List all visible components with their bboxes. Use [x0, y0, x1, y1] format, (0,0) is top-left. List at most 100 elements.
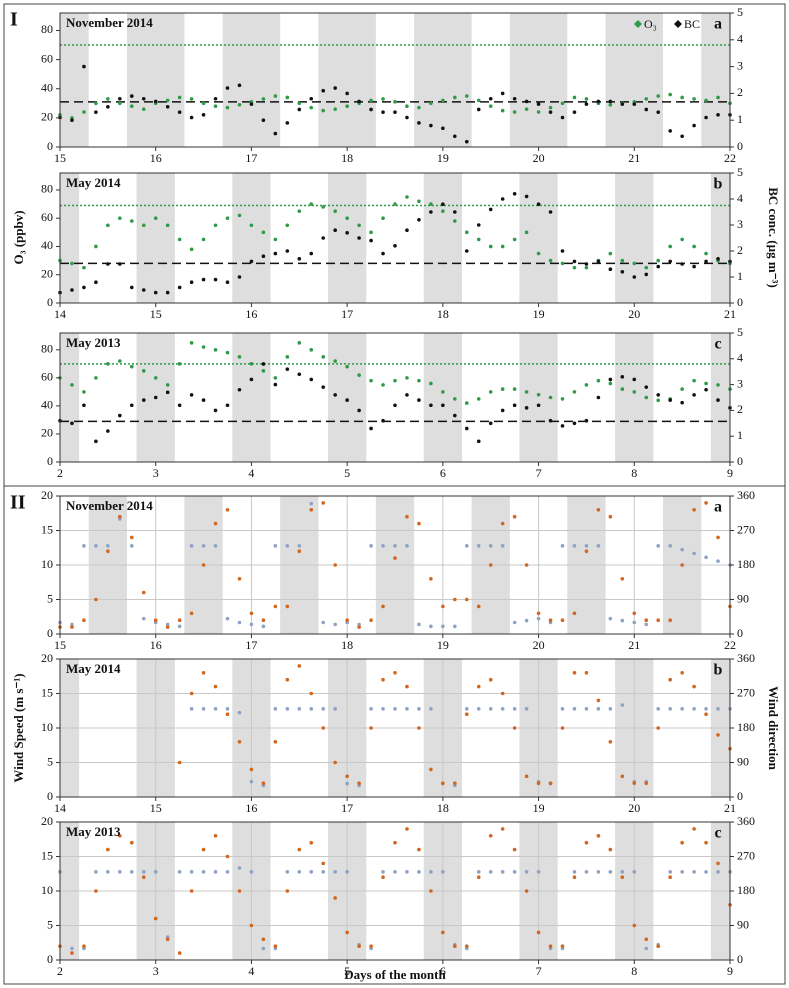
data-point: [500, 691, 505, 696]
data-point: [177, 624, 182, 629]
y-tick-label: 20: [41, 266, 53, 280]
data-point: [237, 866, 242, 870]
data-point: [393, 100, 397, 104]
data-point: [680, 387, 684, 391]
x-tick-label: 3: [153, 466, 159, 480]
data-point: [189, 280, 194, 285]
data-point: [106, 262, 110, 266]
data-point: [608, 707, 613, 711]
data-point: [704, 840, 708, 845]
y2-tick-label: 1: [737, 428, 743, 442]
data-point: [620, 258, 625, 263]
data-point: [369, 618, 373, 622]
panel-title: November 2014: [66, 15, 153, 30]
x-tick-label: 17: [245, 151, 257, 165]
data-point: [417, 707, 421, 711]
data-point: [177, 237, 182, 242]
panel-title: May 2013: [66, 824, 121, 839]
data-point: [560, 101, 565, 106]
data-point: [189, 889, 194, 893]
data-point: [405, 707, 409, 711]
data-point: [488, 390, 493, 394]
night-shading: [127, 13, 185, 147]
data-point: [70, 261, 74, 266]
data-point: [118, 262, 122, 266]
data-point: [261, 230, 266, 235]
data-point: [560, 397, 565, 401]
data-point: [656, 544, 661, 548]
night-shading: [222, 13, 281, 147]
data-point: [405, 827, 409, 831]
y2-tick-label: 5: [737, 5, 743, 19]
data-point: [560, 424, 565, 428]
data-point: [129, 285, 134, 290]
data-point: [237, 620, 242, 625]
data-point: [321, 501, 326, 505]
data-point: [153, 99, 158, 104]
y-tick-label: 20: [41, 110, 53, 124]
data-point: [429, 403, 433, 408]
data-point: [716, 559, 720, 563]
data-point: [82, 265, 86, 270]
data-point: [285, 223, 290, 228]
night-shading: [60, 333, 80, 462]
data-point: [441, 209, 445, 213]
x-axis-title: Days of the month: [344, 967, 446, 982]
data-point: [249, 611, 254, 616]
data-point: [273, 382, 278, 387]
data-point: [261, 937, 266, 942]
data-point: [297, 107, 302, 112]
y2-tick-label: 0: [737, 454, 743, 468]
data-point: [644, 618, 649, 622]
panel-title: May 2014: [66, 175, 121, 190]
data-point: [189, 870, 194, 874]
data-point: [476, 875, 481, 879]
data-point: [548, 781, 553, 785]
data-point: [106, 544, 110, 548]
data-point: [369, 544, 373, 548]
data-point: [548, 418, 553, 423]
data-point: [237, 83, 242, 88]
data-point: [512, 387, 517, 391]
data-point: [560, 618, 565, 622]
data-point: [716, 733, 720, 737]
y2-tick-label: 360: [737, 814, 755, 828]
legend-marker: [634, 20, 642, 28]
data-point: [141, 590, 146, 595]
data-point: [273, 131, 278, 136]
data-point: [237, 387, 242, 392]
data-point: [285, 677, 290, 682]
data-point: [309, 707, 314, 711]
data-point: [716, 861, 720, 866]
y2-tick-label: 180: [737, 557, 755, 571]
data-point: [536, 202, 541, 206]
data-point: [441, 98, 445, 103]
data-point: [129, 403, 134, 408]
data-point: [345, 231, 349, 235]
data-point: [429, 577, 433, 581]
y2-tick-label: 5: [737, 325, 743, 339]
data-point: [656, 264, 661, 269]
x-tick-label: 19: [437, 151, 449, 165]
data-point: [500, 707, 505, 711]
data-point: [141, 369, 146, 373]
data-point: [429, 210, 433, 214]
data-point: [704, 707, 708, 711]
data-point: [261, 618, 266, 622]
y2-tick-label: 1: [737, 112, 743, 126]
data-point: [488, 834, 493, 838]
data-point: [309, 377, 314, 382]
data-point: [644, 107, 649, 112]
data-point: [189, 544, 194, 548]
data-point: [369, 378, 373, 383]
data-point: [237, 102, 242, 107]
data-point: [369, 230, 373, 235]
data-point: [572, 875, 577, 879]
data-point: [680, 237, 684, 242]
y-tick-label: 80: [41, 182, 53, 196]
data-point: [608, 267, 613, 272]
data-point: [453, 210, 457, 214]
data-point: [572, 259, 577, 264]
data-point: [213, 96, 218, 101]
data-point: [704, 98, 708, 103]
